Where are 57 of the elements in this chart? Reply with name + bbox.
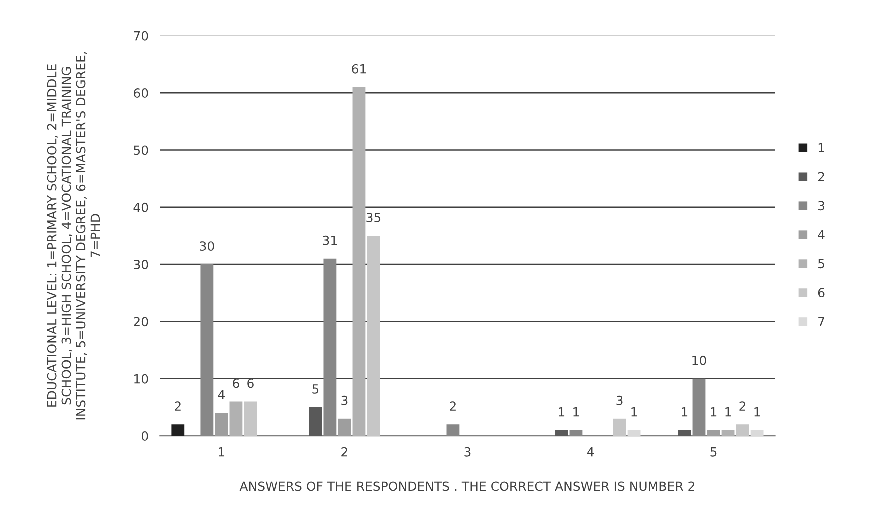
data-label: 35 (366, 212, 381, 222)
x-tick-label: 3 (464, 447, 471, 457)
data-label: 4 (218, 390, 225, 400)
legend-label: 5 (818, 259, 824, 269)
data-label: 3 (342, 396, 348, 406)
y-tick-label: 40 (134, 202, 148, 212)
bar (555, 430, 568, 436)
y-tick-label: 60 (134, 88, 148, 98)
data-label: 31 (323, 236, 337, 246)
bar (367, 236, 380, 436)
bar (707, 430, 720, 436)
x-tick-label: 4 (587, 448, 594, 457)
legend-label: 7 (818, 317, 824, 326)
data-label: 1 (574, 408, 580, 417)
data-label: 2 (175, 402, 181, 411)
y-tick-label: 50 (134, 146, 148, 156)
data-label: 10 (692, 356, 706, 366)
legend-label: 3 (818, 201, 825, 211)
data-label: 1 (726, 408, 732, 417)
bar (628, 430, 641, 436)
y-tick-label: 20 (134, 317, 148, 327)
y-tick-label: 30 (134, 260, 148, 270)
data-label: 1 (559, 408, 565, 417)
bar (352, 87, 366, 436)
x-tick-label: 5 (710, 448, 717, 457)
y-tick-label: 0 (142, 432, 148, 441)
x-axis-title: ANSWERS OF THE RESPONDENTS . THE CORRECT ANSWER IS NUMBER 2 (240, 482, 694, 492)
data-label: 1 (632, 408, 638, 417)
data-label: 1 (754, 408, 760, 417)
y-axis-title: EDUCATIONAL LEVEL: 1=PRIMARY SCHOOL, 2=MIDDLE SCHOOL, 3=HIGH SCHOOL, 4=VOCATIONAL TRAINING INSTITUTE, 5=UNIVERSITY DEGREE, 6=MASTER'S DEGREE, 7=PHD (47, 52, 100, 420)
x-tick-label: 1 (219, 448, 225, 457)
data-label: 30 (200, 242, 214, 252)
bar (736, 424, 750, 436)
y-tick-label: 10 (134, 374, 148, 384)
x-tick-label: 2 (342, 447, 348, 457)
bar (172, 424, 185, 436)
legend-label: 2 (818, 172, 824, 182)
legend-label: 4 (818, 230, 825, 240)
y-tick-label: 70 (134, 31, 148, 41)
bar (750, 430, 764, 436)
bar (338, 418, 352, 436)
bar (215, 413, 228, 436)
bar (230, 402, 243, 436)
legend-label: 1 (818, 143, 824, 153)
data-label: 2 (740, 402, 746, 411)
bar (678, 430, 692, 436)
data-label: 61 (352, 64, 366, 74)
bar (244, 402, 258, 436)
bar (309, 407, 322, 436)
bar (613, 418, 626, 436)
data-label: 3 (616, 396, 623, 406)
data-label: 5 (312, 384, 319, 394)
bar (722, 430, 735, 436)
data-label: 1 (711, 408, 717, 417)
data-label: 2 (450, 402, 456, 411)
legend-label: 6 (818, 288, 825, 298)
data-label: 1 (682, 408, 688, 417)
